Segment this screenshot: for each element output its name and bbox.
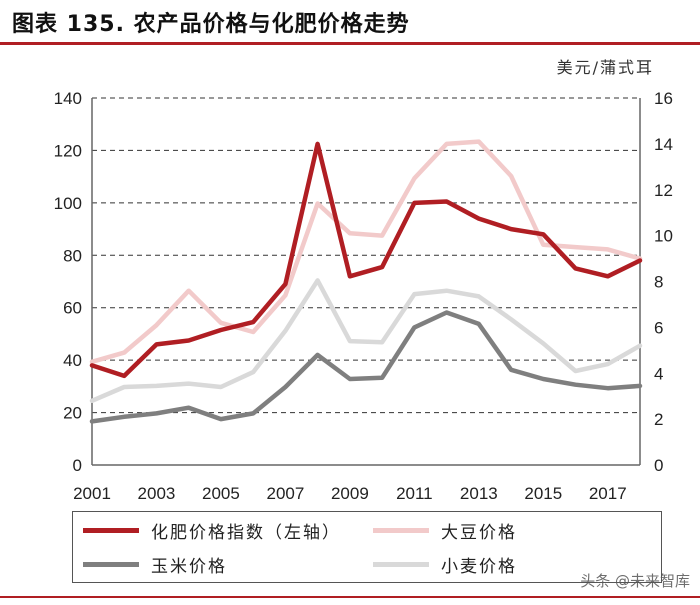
tick-labels: 0 20 40 60 80 100 120 140 0 2 4 6 8 10 12 14 16 2001 2003 2… [54, 89, 673, 503]
y-left-tick-label: 0 [73, 456, 82, 475]
legend-item-corn: 玉米价格 [83, 550, 227, 578]
y-right-tick-label: 4 [654, 364, 663, 383]
y-right-tick-label: 2 [654, 410, 663, 429]
legend-item-soybean: 大豆价格 [373, 516, 517, 544]
y-left-tick-label: 60 [63, 299, 82, 318]
x-tick-label: 2005 [202, 484, 240, 503]
x-tick-label: 2011 [396, 484, 433, 503]
axes [91, 98, 641, 466]
legend-item-wheat: 小麦价格 [373, 550, 517, 578]
watermark: 头条 @未来智库 [580, 572, 690, 590]
page-title: 图表 135. 农产品价格与化肥价格走势 [12, 12, 410, 37]
y-right-tick-label: 16 [654, 89, 673, 108]
y-right-tick-label: 8 [654, 273, 663, 292]
series-line-corn [89, 310, 643, 424]
y-left-tick-label: 120 [54, 141, 82, 160]
series-line-soybean [89, 139, 643, 365]
series-line-wheat [89, 278, 643, 404]
legend: 化肥价格指数（左轴） 大豆价格 玉米价格 小麦价格 [72, 511, 662, 583]
y-left-tick-label: 40 [63, 351, 82, 370]
y-left-tick-label: 20 [63, 404, 82, 423]
legend-label-soybean: 大豆价格 [441, 522, 517, 543]
legend-label-corn: 玉米价格 [151, 556, 227, 577]
y-left-tick-label: 80 [63, 246, 82, 265]
legend-label-fertilizer: 化肥价格指数（左轴） [151, 522, 341, 543]
legend-swatch-wheat [373, 561, 429, 567]
legend-swatch-corn [83, 561, 139, 567]
x-tick-label: 2017 [589, 484, 627, 503]
legend-item-fertilizer: 化肥价格指数（左轴） [83, 516, 341, 544]
y-right-tick-label: 14 [654, 135, 673, 154]
series-line-fertilizer [89, 141, 643, 379]
y-right-tick-label: 10 [654, 227, 673, 246]
series-lines [89, 139, 643, 424]
y-left-tick-label: 100 [54, 194, 82, 213]
x-tick-label: 2007 [266, 484, 304, 503]
y-left-tick-label: 140 [54, 89, 82, 108]
right-axis-unit-label: 美元/蒲式耳 [556, 58, 654, 77]
y-right-tick-label: 6 [654, 318, 663, 337]
y-right-tick-label: 12 [654, 181, 673, 200]
y-right-tick-label: 0 [654, 456, 663, 475]
x-tick-label: 2013 [460, 484, 498, 503]
header: 图表 135. 农产品价格与化肥价格走势 [0, 0, 700, 45]
grid-lines [92, 97, 640, 414]
title-divider [0, 42, 700, 45]
legend-swatch-soybean [373, 527, 429, 533]
x-tick-label: 2009 [331, 484, 369, 503]
x-tick-label: 2003 [138, 484, 176, 503]
bottom-divider [0, 596, 700, 598]
legend-swatch-fertilizer [83, 527, 139, 533]
x-tick-label: 2001 [73, 484, 111, 503]
line-chart: 0 20 40 60 80 100 120 140 0 2 4 6 8 10 12 14 16 2001 2003 2… [54, 89, 673, 503]
x-tick-label: 2015 [524, 484, 562, 503]
legend-label-wheat: 小麦价格 [441, 556, 517, 577]
